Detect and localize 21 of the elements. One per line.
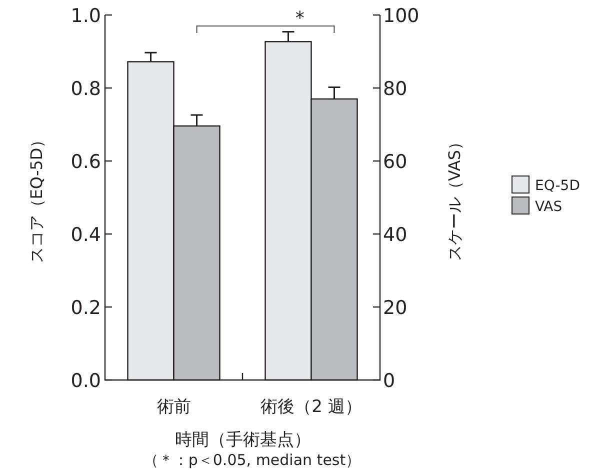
annotation: * bbox=[295, 8, 304, 29]
y-tick-label: 0.2 bbox=[70, 297, 101, 319]
x-axis-title: 時間（手術基点） bbox=[175, 430, 311, 450]
text: （＊：p＜0.05, median test） bbox=[143, 451, 361, 469]
y2-tick-label: 40 bbox=[383, 224, 408, 246]
y-tick-label: 0.8 bbox=[70, 78, 101, 100]
y-tick-label: 1.0 bbox=[70, 5, 101, 27]
y2-tick-label: 80 bbox=[383, 78, 408, 100]
y2-tick-label: 20 bbox=[383, 297, 408, 319]
y2-tick-label: 100 bbox=[383, 5, 420, 27]
y2-tick-label: 0 bbox=[383, 370, 396, 392]
y-tick-label: 0.0 bbox=[70, 370, 101, 392]
legend-label: EQ-5D bbox=[535, 178, 580, 194]
y-tick-label: 0.4 bbox=[70, 224, 101, 246]
x-tick-label: 術後（2 週） bbox=[260, 397, 362, 417]
y-tick-label: 0.6 bbox=[70, 151, 101, 173]
legend-label: VAS bbox=[535, 199, 562, 215]
y-axis-title: スコア（EQ-5D） bbox=[27, 132, 46, 264]
y2-tick-label: 60 bbox=[383, 151, 408, 173]
y2-axis-title: スケール（VAS） bbox=[445, 134, 464, 262]
x-tick-label: 術前 bbox=[156, 397, 191, 417]
